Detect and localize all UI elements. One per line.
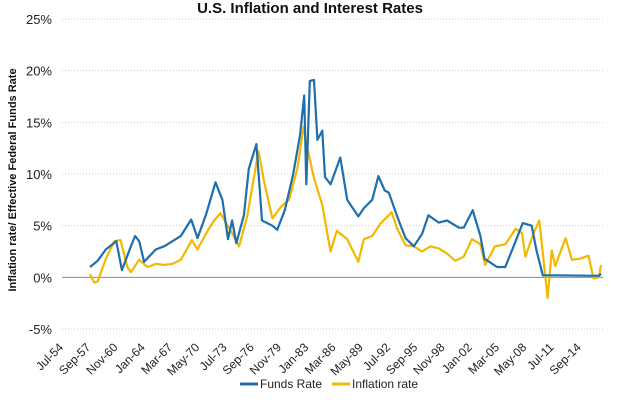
y-tick-label: 25%	[26, 12, 52, 27]
legend: Funds Rate Inflation rate	[240, 377, 418, 391]
x-tick-label: Nov-79	[247, 340, 284, 377]
chart-title: U.S. Inflation and Interest Rates	[197, 0, 423, 17]
y-tick-label: -5%	[29, 322, 53, 337]
y-tick-label: 10%	[26, 167, 52, 182]
y-tick-label: 15%	[26, 115, 52, 130]
y-tick-label: 5%	[33, 219, 52, 234]
series-line-inflation-rate	[89, 125, 603, 300]
y-tick-label: 0%	[33, 270, 52, 285]
legend-label: Inflation rate	[352, 377, 418, 391]
legend-label: Funds Rate	[260, 377, 322, 391]
series-line-funds-rate	[89, 78, 602, 277]
x-tick-label: Sep-14	[547, 340, 584, 377]
y-tick-label: 20%	[26, 64, 52, 79]
x-tick-label: Nov-98	[410, 340, 447, 377]
y-axis-label: Inflation rate/ Effective Federal Funds …	[7, 68, 19, 291]
x-tick-label: Nov-60	[83, 340, 120, 377]
